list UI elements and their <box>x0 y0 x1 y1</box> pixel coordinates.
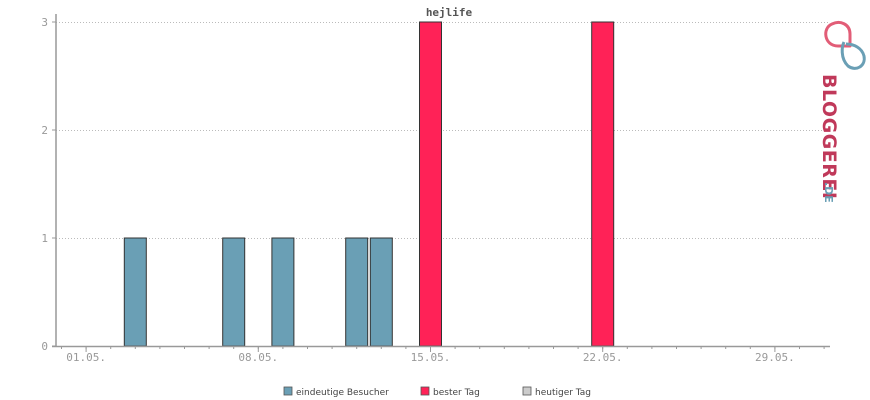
legend-label-2: heutiger Tag <box>535 388 591 398</box>
legend: eindeutige Besucher bester Tag heutiger Ta… <box>283 386 591 398</box>
bar-0-1 <box>222 237 246 347</box>
grid-lines <box>56 22 830 239</box>
y-tick-labels: 0 1 2 3 <box>41 16 56 353</box>
bar-0-4 <box>369 237 393 347</box>
x-tick-labels: 01.05. 08.05. 15.05. 22.05. 29.05. <box>61 346 825 364</box>
bar-0-0 <box>123 237 147 347</box>
bar-1-1 <box>591 21 615 347</box>
legend-swatch-1 <box>420 386 430 396</box>
x-tick-label-2: 15.05. <box>411 351 451 364</box>
chart-title: hejlife <box>426 6 473 19</box>
y-tick-label-3: 3 <box>41 16 48 29</box>
x-tick-label-0: 01.05. <box>66 351 106 364</box>
y-tick-label-1: 1 <box>41 232 48 245</box>
bars <box>123 21 615 347</box>
bloggerei-logo-icon <box>824 20 866 70</box>
x-tick-label-3: 22.05. <box>583 351 623 364</box>
legend-label-0: eindeutige Besucher <box>296 388 389 398</box>
axes <box>52 14 830 348</box>
bloggerei-logo: BLOGGEREI .DE <box>818 20 866 203</box>
brand-name: BLOGGEREI <box>818 74 840 199</box>
brand-suffix: .DE <box>822 182 835 203</box>
bar-0-2 <box>271 237 295 347</box>
legend-swatch-2 <box>522 386 532 396</box>
y-tick-label-2: 2 <box>41 124 48 137</box>
x-tick-label-4: 29.05. <box>755 351 795 364</box>
bar-0-3 <box>345 237 369 347</box>
legend-label-1: bester Tag <box>433 388 480 398</box>
x-tick-label-1: 08.05. <box>238 351 278 364</box>
legend-swatch-0 <box>283 386 293 396</box>
bar-1-0 <box>419 21 442 347</box>
y-tick-label-0: 0 <box>41 340 48 353</box>
